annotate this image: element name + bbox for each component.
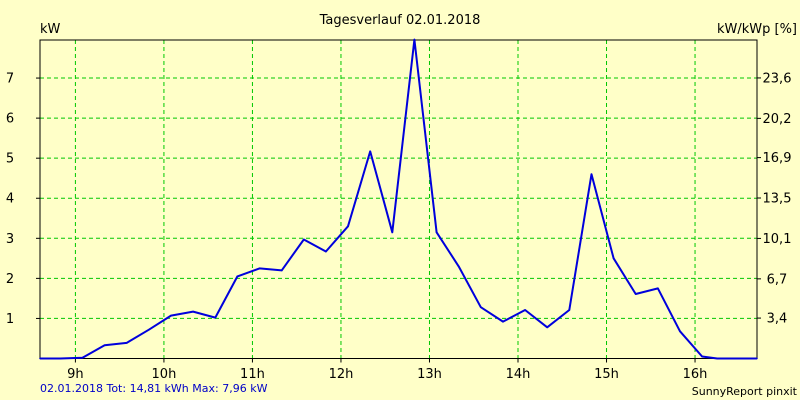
data-point bbox=[716, 357, 718, 360]
y-axis-ticks-left: 1 2 3 4 5 6 7 bbox=[6, 72, 40, 327]
y-right-tick-label: 6,7 bbox=[767, 272, 788, 287]
y-tick-label: 3 bbox=[6, 232, 14, 247]
data-point bbox=[502, 320, 504, 323]
y-tick-label: 5 bbox=[6, 152, 14, 167]
x-tick-label: 9h bbox=[67, 367, 84, 382]
data-point bbox=[480, 306, 482, 309]
data-point bbox=[524, 309, 526, 311]
footer-credit: SunnyReport pinxit bbox=[692, 385, 798, 398]
chart-title: Tagesverlauf 02.01.2018 bbox=[319, 13, 481, 28]
data-point bbox=[435, 231, 438, 234]
data-point bbox=[546, 326, 549, 329]
data-point bbox=[391, 231, 394, 234]
x-tick-label: 16h bbox=[683, 367, 708, 382]
data-point bbox=[369, 150, 371, 153]
data-point bbox=[413, 38, 416, 41]
x-tick-label: 10h bbox=[152, 367, 177, 382]
x-tick-label: 13h bbox=[417, 367, 442, 382]
y-right-tick-label: 3,4 bbox=[767, 312, 788, 327]
data-point bbox=[258, 267, 261, 270]
data-point bbox=[568, 309, 571, 311]
footer-summary: 02.01.2018 Tot: 14,81 kWh Max: 7,96 kW bbox=[40, 382, 268, 395]
data-point bbox=[325, 250, 327, 253]
data-point bbox=[170, 314, 172, 317]
x-tick-label: 11h bbox=[240, 367, 265, 382]
y-tick-label: 1 bbox=[6, 312, 14, 327]
data-point bbox=[81, 356, 84, 359]
data-point bbox=[125, 342, 128, 344]
x-tick-label: 15h bbox=[594, 367, 619, 382]
data-point bbox=[214, 316, 217, 319]
data-point bbox=[612, 257, 615, 260]
y-right-tick-label: 20,2 bbox=[763, 112, 792, 127]
data-point bbox=[634, 293, 637, 295]
data-point bbox=[756, 357, 758, 360]
y-right-tick-label: 16,9 bbox=[763, 151, 792, 166]
data-point bbox=[148, 328, 150, 331]
data-point bbox=[59, 357, 62, 360]
data-point bbox=[590, 173, 593, 176]
y-right-tick-label: 23,6 bbox=[763, 71, 792, 86]
data-point bbox=[236, 275, 239, 278]
series bbox=[39, 38, 758, 360]
series-line-kW bbox=[40, 38, 757, 360]
data-point bbox=[39, 357, 41, 360]
y-axis-ticks-right: 3,4 6,7 10,1 13,5 16,9 20,2 23,6 bbox=[757, 71, 792, 327]
x-tick-label: 12h bbox=[329, 367, 354, 382]
data-point bbox=[701, 355, 703, 358]
y-tick-label: 2 bbox=[6, 272, 14, 287]
data-point bbox=[103, 344, 106, 347]
grid bbox=[40, 40, 757, 359]
data-point bbox=[457, 265, 460, 268]
y-axis-label-right: kW/kWp [%] bbox=[717, 22, 797, 37]
plot-area-border bbox=[39, 39, 758, 359]
x-tick-label: 14h bbox=[506, 367, 531, 382]
y-tick-label: 7 bbox=[6, 72, 14, 87]
y-tick-label: 6 bbox=[6, 112, 14, 127]
data-point bbox=[657, 287, 659, 290]
data-point bbox=[302, 238, 305, 241]
data-point bbox=[280, 269, 283, 272]
y-axis-label-left: kW bbox=[40, 22, 61, 37]
y-right-tick-label: 10,1 bbox=[763, 232, 792, 247]
y-tick-label: 4 bbox=[6, 192, 14, 207]
y-right-tick-label: 13,5 bbox=[763, 192, 792, 207]
x-axis-ticks: 9h 10h 11h 12h 13h 14h 15h 16h bbox=[67, 358, 708, 382]
data-point bbox=[192, 310, 194, 313]
data-point bbox=[347, 225, 349, 228]
data-point bbox=[679, 330, 681, 333]
